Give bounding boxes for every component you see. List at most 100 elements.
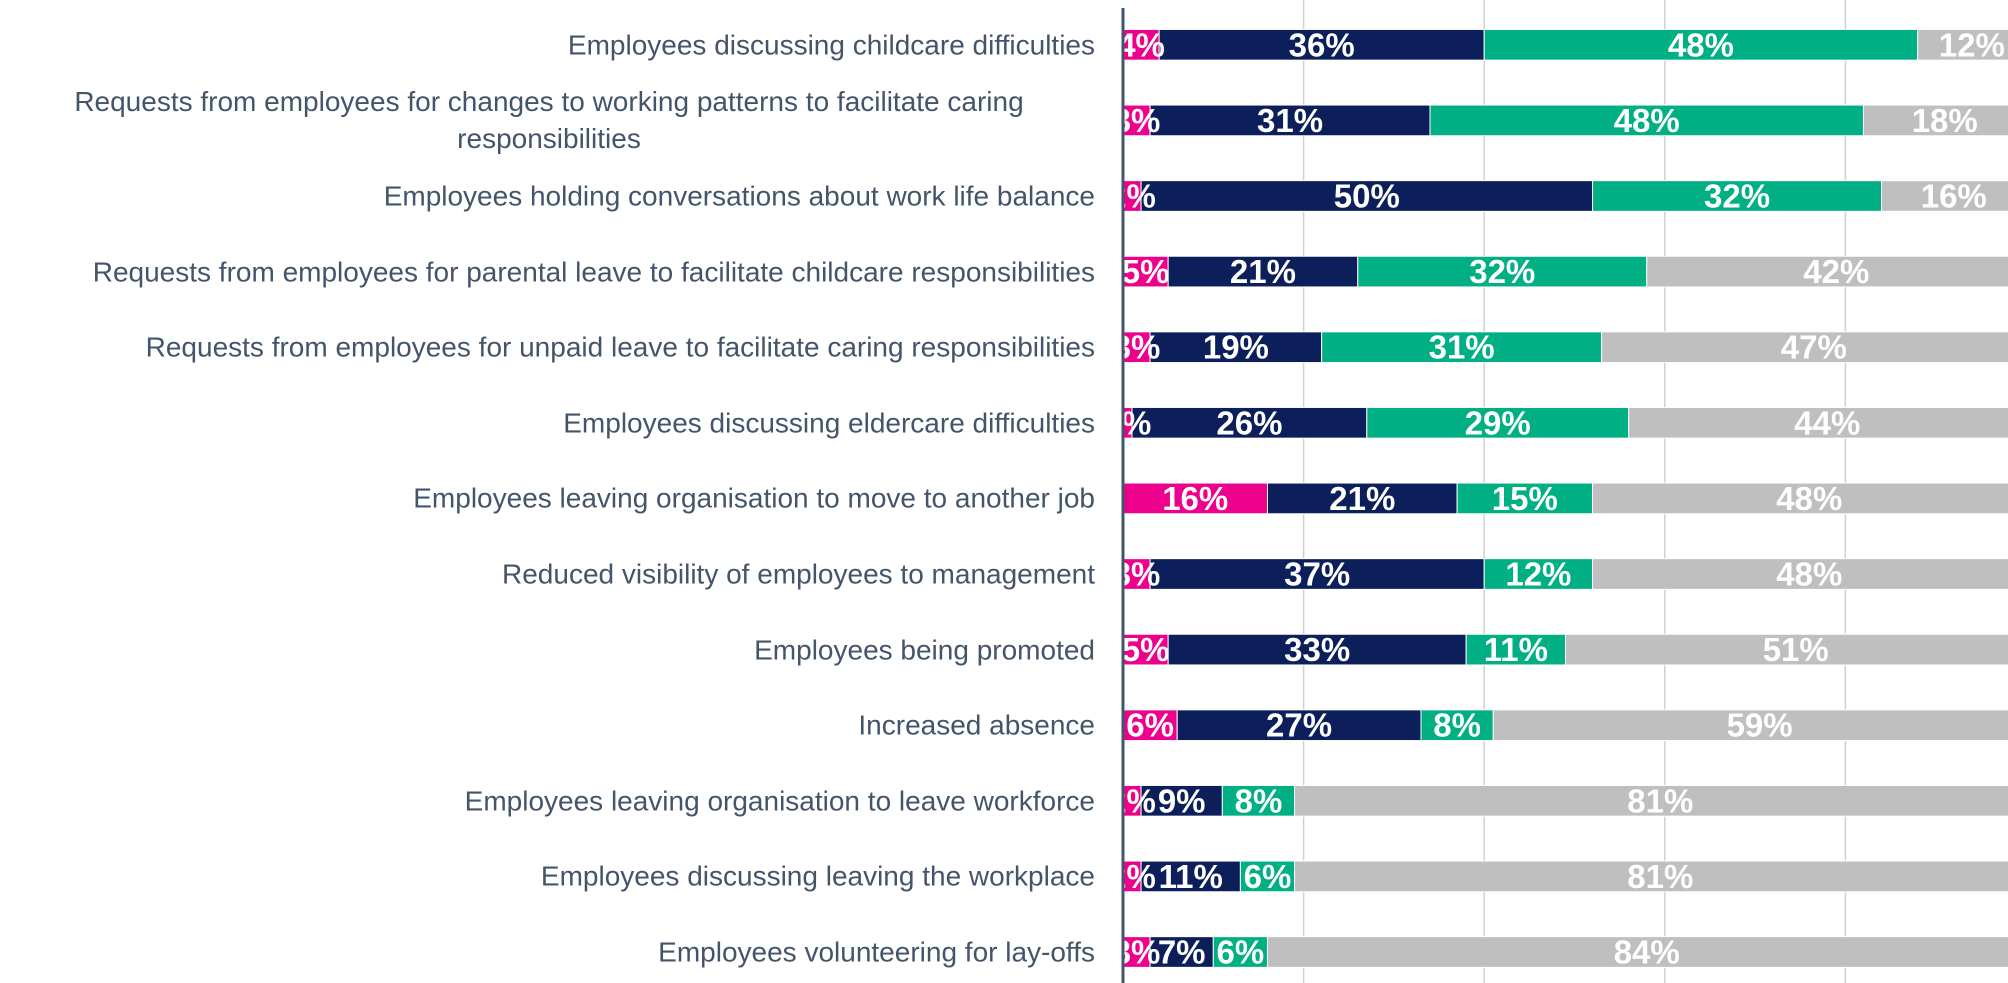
bar-segment — [1176, 709, 1422, 742]
bar-segment — [1122, 936, 1151, 968]
value-label: 2% — [1108, 178, 1156, 215]
value-label: 4% — [1117, 26, 1165, 63]
bar-segment — [1592, 180, 1883, 212]
bar-segment — [1483, 558, 1594, 590]
value-label: 12% — [1939, 26, 2005, 63]
value-label: 47% — [1781, 329, 1847, 366]
value-label: 8% — [1235, 782, 1283, 819]
bar-segment — [1601, 331, 2008, 364]
value-label: 31% — [1429, 329, 1495, 366]
category-label: Employees leaving organisation to move t… — [413, 482, 1095, 514]
category-label: Reduced visibility of employees to manag… — [502, 558, 1095, 590]
value-label: 44% — [1794, 404, 1860, 441]
value-label: 6% — [1244, 858, 1292, 895]
bar-segment — [1294, 784, 2008, 817]
value-label: 6% — [1126, 707, 1174, 744]
value-label: 21% — [1230, 253, 1296, 290]
value-label: 8% — [1433, 707, 1481, 744]
bar-segment — [1158, 28, 1485, 61]
bar-segment — [1149, 558, 1485, 590]
bar-segment — [1122, 255, 1169, 288]
category-label: Requests from employees for changes to w… — [74, 86, 1024, 155]
value-label: 33% — [1284, 631, 1350, 668]
bar-segment — [1917, 28, 2008, 61]
bar-segment — [1628, 406, 2008, 439]
bar-segment — [1592, 558, 2008, 590]
bar-segment — [1140, 784, 1223, 817]
value-label: 42% — [1803, 253, 1869, 290]
value-label: 11% — [1484, 631, 1548, 668]
value-label: 11% — [1159, 858, 1223, 895]
value-label: 3% — [1113, 102, 1161, 139]
bar-segment — [1483, 28, 1919, 61]
value-label: 7% — [1158, 934, 1206, 971]
value-label: 26% — [1216, 404, 1282, 441]
value-label: 2% — [1108, 782, 1156, 819]
bar-segment — [1881, 180, 2008, 212]
category-label: Employees discussing childcare difficult… — [567, 29, 1095, 61]
value-label: 15% — [1492, 480, 1558, 517]
value-label: 3% — [1113, 556, 1161, 593]
bar-segment — [1167, 255, 1359, 288]
bar-segment — [1420, 709, 1494, 742]
value-label: 3% — [1113, 329, 1161, 366]
value-label: 19% — [1203, 329, 1269, 366]
value-label: 6% — [1217, 934, 1265, 971]
bar-segment — [1465, 633, 1566, 666]
value-label: 31% — [1257, 102, 1323, 139]
category-label: Employees being promoted — [754, 634, 1095, 666]
category-label: Employees discussing eldercare difficult… — [563, 407, 1095, 439]
value-label: 36% — [1289, 26, 1355, 63]
bar-segment — [1149, 331, 1323, 364]
category-label: Employees holding conversations about wo… — [383, 180, 1095, 212]
value-label: 2% — [1108, 858, 1156, 895]
value-label: 48% — [1776, 480, 1842, 517]
value-label: 59% — [1727, 707, 1793, 744]
category-label: Employees leaving organisation to leave … — [464, 785, 1095, 817]
category-label: Requests from employees for parental lea… — [92, 256, 1095, 288]
bar-segment — [1140, 180, 1594, 212]
value-label: 16% — [1162, 480, 1228, 517]
bar-segment — [1266, 482, 1458, 515]
bar-segment — [1564, 633, 2008, 666]
bar-segment — [1492, 709, 2008, 742]
bar-segment — [1294, 860, 2008, 893]
category-label: Employees discussing leaving the workpla… — [540, 860, 1095, 892]
bar-segment — [1122, 331, 1151, 364]
value-label: 1% — [1104, 404, 1152, 441]
value-label: 12% — [1505, 556, 1571, 593]
category-label: Increased absence — [858, 709, 1095, 741]
value-label: 81% — [1627, 782, 1693, 819]
value-label: 18% — [1912, 102, 1978, 139]
bar-segment — [1862, 104, 2008, 137]
value-label: 81% — [1627, 858, 1693, 895]
bar-segment — [1456, 482, 1594, 515]
value-label: 37% — [1284, 556, 1350, 593]
category-label: Requests from employees for unpaid leave… — [145, 331, 1095, 363]
value-label: 51% — [1763, 631, 1829, 668]
value-label: 29% — [1465, 404, 1531, 441]
bar-segment — [1321, 331, 1603, 364]
bar-segment — [1239, 860, 1296, 893]
value-label: 48% — [1776, 556, 1842, 593]
bar-segment — [1429, 104, 1864, 137]
bar-segment — [1646, 255, 2008, 288]
bar-segment — [1140, 860, 1241, 893]
category-label: Employees volunteering for lay-offs — [658, 936, 1095, 968]
bar-segment — [1131, 406, 1368, 439]
bar-segment — [1357, 255, 1648, 288]
bar-segment — [1149, 936, 1214, 968]
bar-segment — [1366, 406, 1630, 439]
value-label: 16% — [1921, 178, 1987, 215]
value-label: 48% — [1614, 102, 1680, 139]
value-label: 21% — [1329, 480, 1395, 517]
bar-segment — [1167, 633, 1467, 666]
bar-segment — [1266, 936, 2008, 968]
bar-segment — [1592, 482, 2008, 515]
value-label: 48% — [1668, 26, 1734, 63]
value-label: 32% — [1704, 178, 1770, 215]
value-label: 32% — [1469, 253, 1535, 290]
bar-segment — [1122, 633, 1169, 666]
